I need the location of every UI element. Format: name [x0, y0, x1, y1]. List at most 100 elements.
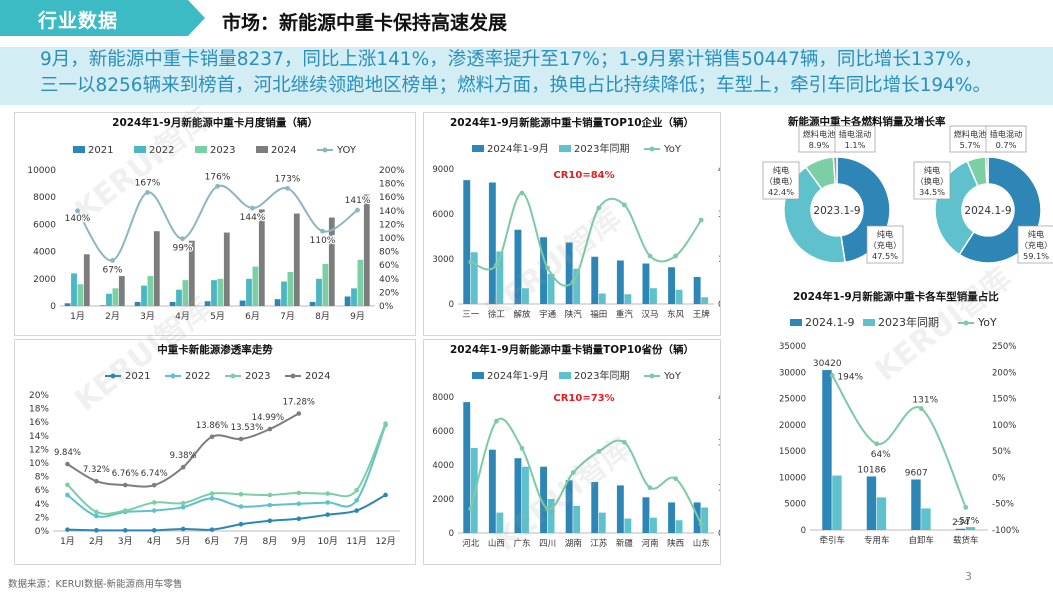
y-tick-label: 0%: [35, 527, 50, 537]
x-tick-label: 新疆: [616, 538, 634, 549]
chart-title: 2024年1-9月新能源中重卡销量TOP10企业（辆）: [449, 117, 695, 129]
x-tick-label: 广东: [513, 538, 530, 549]
bar: [701, 507, 709, 533]
pie-slice: [984, 156, 989, 185]
pie-data-label: 59.1%: [1023, 251, 1049, 261]
bar: [573, 268, 581, 304]
series-point: [354, 508, 359, 513]
data-callout-box: [866, 225, 904, 264]
bar: [547, 499, 555, 533]
y2-tick-label: 200%: [992, 368, 1016, 378]
series-point: [151, 528, 157, 533]
y2-tick-label: 160%: [379, 193, 405, 203]
bar: [463, 180, 471, 304]
bar: [147, 276, 154, 306]
pie-data-label: 燃料电池: [954, 129, 987, 139]
x-tick-label: 专用车: [864, 535, 890, 546]
x-tick-label: 4月: [147, 536, 162, 547]
summary-line-2: 三一以8256辆来到榜首，河北继续领跑地区榜单；燃料方面，换电占比持续降低；车型…: [40, 75, 991, 96]
y-tick-label: 4000: [33, 248, 56, 258]
yoy-point: [647, 253, 653, 259]
legend-label: 2023: [210, 145, 235, 156]
bar: [463, 402, 471, 533]
x-tick-label: 陕汽: [565, 309, 583, 320]
x-tick-label: 10月: [317, 536, 337, 547]
x-tick-label: 河南: [641, 538, 658, 549]
series-point: [65, 492, 70, 498]
legend-swatch: [790, 319, 802, 326]
yoy-data-label: 141%: [345, 196, 371, 206]
pie-data-label: 42.4%: [768, 187, 794, 197]
y-tick-label: 9000: [432, 165, 454, 175]
bar: [624, 294, 632, 304]
bar: [281, 281, 287, 306]
x-tick-label: 4月: [175, 311, 190, 322]
series-point: [122, 528, 128, 533]
yoy-data-label: 131%: [912, 396, 938, 406]
legend-label: 2021: [88, 145, 113, 156]
bar: [547, 274, 555, 304]
cr10-note: CR10=73%: [553, 393, 614, 404]
header-tag-shape: [0, 0, 205, 36]
yoy-point: [519, 445, 525, 451]
yoy-data-label: 144%: [240, 213, 266, 223]
series-point: [296, 411, 302, 416]
x-tick-label: 徐工: [488, 309, 506, 320]
pie-data-label: 34.5%: [919, 187, 945, 197]
legend-label: YoY: [977, 316, 997, 329]
series-point: [383, 421, 388, 426]
x-tick-label: 9月: [350, 311, 365, 322]
bar: [675, 520, 683, 533]
top10-province-chart: 2024年1-9月 2023年同期 YoY CR10=73% 0 2000 4000 6000…: [432, 369, 720, 549]
x-tick-label: 载货车: [953, 535, 979, 546]
bar: [258, 209, 265, 306]
y2-tick-label: 0%: [718, 300, 720, 310]
bar: [83, 254, 90, 306]
bar-data-label: 10186: [857, 465, 886, 475]
series-point: [65, 482, 70, 488]
bar: [514, 229, 522, 304]
bar: [540, 466, 547, 533]
bar: [642, 263, 650, 304]
chart-title: 新能源中重卡各燃料销量及增长率: [788, 116, 946, 128]
legend-label: 2023年同期: [574, 369, 629, 382]
legend-marker: [649, 373, 655, 379]
series-point: [209, 496, 215, 501]
penetration-panel: 中重卡新能源渗透率走势 2021 2022 2023 2024 0% 2% 4% 6% 8% 10…: [14, 339, 416, 565]
yoy-data-label: 176%: [205, 172, 231, 182]
y-tick-label: 0: [449, 529, 454, 539]
y-tick-label: 6%: [35, 486, 50, 496]
y2-tick-label: 0%: [992, 473, 1006, 483]
bar: [522, 466, 529, 533]
bar: [176, 289, 182, 306]
bar-data-label: 9607: [905, 468, 928, 478]
bar: [624, 518, 632, 533]
penetration-data-label: 7.32%: [83, 465, 110, 475]
yoy-line: [76, 184, 359, 262]
x-tick-label: 陕西: [667, 538, 684, 549]
bar: [573, 505, 581, 533]
penetration-data-label: 17.28%: [283, 397, 315, 407]
y2-tick-label: 300%: [718, 438, 720, 448]
x-tick-label: 湖南: [565, 538, 582, 549]
y2-tick-label: 150%: [992, 395, 1016, 405]
series-point: [151, 482, 157, 488]
pie-data-label: 47.5%: [872, 251, 898, 261]
y2-tick-label: 80%: [379, 248, 399, 258]
bar: [668, 502, 675, 533]
x-tick-label: 6月: [245, 311, 260, 322]
y2-tick-label: 100%: [992, 421, 1016, 431]
pie-data-label: 纯电: [1028, 229, 1044, 239]
data-callout-box: [985, 125, 1027, 153]
x-tick-label: 三一: [462, 310, 480, 320]
penetration-data-label: 13.53%: [231, 423, 263, 433]
yoy-point: [596, 205, 602, 211]
penetration-data-label: 6.74%: [141, 469, 168, 479]
y-tick-label: 35000: [779, 342, 806, 352]
summary-line-1: 9月，新能源中重卡销量8237，同比上涨141%，渗透率提升至17%；1-9月累…: [40, 49, 983, 70]
bar: [675, 289, 683, 304]
series-point: [238, 504, 244, 509]
x-tick-label: 牵引车: [819, 535, 845, 546]
yoy-point: [673, 476, 678, 481]
legend-swatch: [472, 372, 484, 379]
